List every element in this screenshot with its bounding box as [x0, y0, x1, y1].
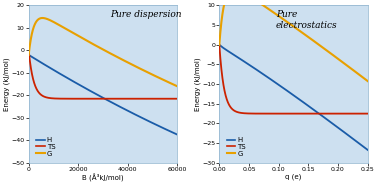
- Y-axis label: Energy (kJ/mol): Energy (kJ/mol): [3, 57, 10, 111]
- Legend: H, TS, G: H, TS, G: [34, 134, 58, 159]
- Text: Pure
electrostatics: Pure electrostatics: [276, 10, 337, 30]
- Legend: H, TS, G: H, TS, G: [224, 134, 249, 159]
- X-axis label: q (e): q (e): [285, 173, 302, 180]
- Text: Pure dispersion: Pure dispersion: [110, 10, 182, 19]
- Y-axis label: Energy (kJ/mol): Energy (kJ/mol): [194, 57, 201, 111]
- X-axis label: B (Å³kJ/mol): B (Å³kJ/mol): [82, 173, 124, 181]
